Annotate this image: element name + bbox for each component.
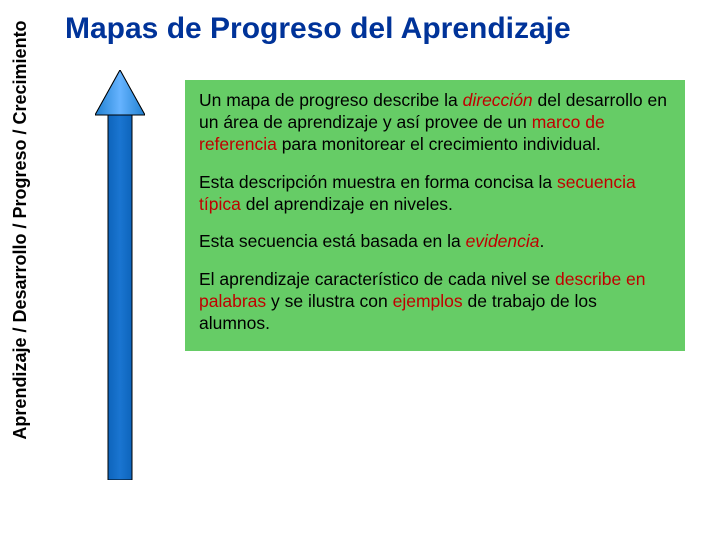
- content-paragraph: Esta secuencia está basada en la evidenc…: [199, 231, 671, 253]
- text-span: Un mapa de progreso describe la: [199, 90, 463, 110]
- content-paragraph: El aprendizaje característico de cada ni…: [199, 269, 671, 335]
- text-span: Esta secuencia está basada en la: [199, 231, 466, 251]
- text-span: y se ilustra con: [266, 291, 392, 311]
- text-span: .: [540, 231, 545, 251]
- page-title: Mapas de Progreso del Aprendizaje: [65, 12, 571, 46]
- text-span: del aprendizaje en niveles.: [241, 194, 453, 214]
- vertical-axis-label: Aprendizaje / Desarrollo / Progreso / Cr…: [10, 0, 31, 480]
- text-span: ejemplos: [393, 291, 463, 311]
- text-span: evidencia: [466, 231, 540, 251]
- text-span: Esta descripción muestra en forma concis…: [199, 172, 557, 192]
- content-paragraph: Un mapa de progreso describe la direcció…: [199, 90, 671, 156]
- content-paragraph: Esta descripción muestra en forma concis…: [199, 172, 671, 216]
- arrow-icon: [95, 70, 145, 480]
- content-box: Un mapa de progreso describe la direcció…: [185, 80, 685, 351]
- text-span: dirección: [463, 90, 533, 110]
- text-span: para monitorear el crecimiento individua…: [277, 134, 601, 154]
- text-span: El aprendizaje característico de cada ni…: [199, 269, 555, 289]
- progress-arrow: [95, 70, 145, 480]
